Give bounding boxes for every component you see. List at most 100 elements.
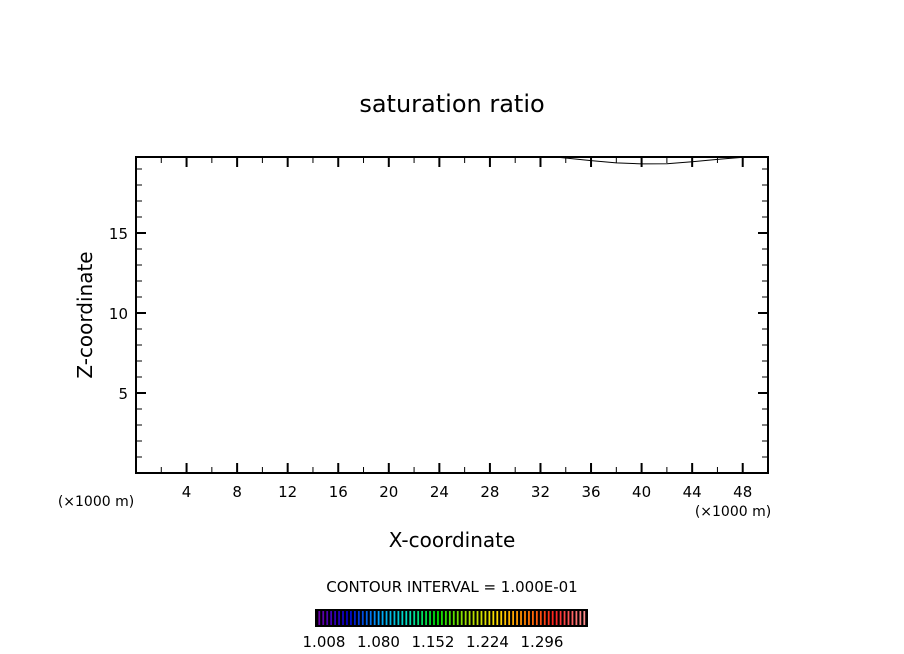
colorbar-swatch bbox=[401, 611, 404, 625]
colorbar-swatch bbox=[385, 611, 388, 625]
colorbar-swatch bbox=[373, 611, 376, 625]
colorbar-swatch bbox=[535, 611, 538, 625]
colorbar-swatch bbox=[369, 611, 372, 625]
colorbar-swatch bbox=[500, 611, 503, 625]
y-tick-label: 5 bbox=[118, 385, 128, 403]
colorbar-swatch bbox=[583, 611, 586, 625]
colorbar-swatch bbox=[318, 611, 321, 625]
x-tick-label: 28 bbox=[480, 483, 499, 501]
colorbar-swatch bbox=[413, 611, 416, 625]
x-tick-label: 16 bbox=[329, 483, 348, 501]
colorbar-swatch bbox=[452, 611, 455, 625]
colorbar-swatch bbox=[421, 611, 424, 625]
colorbar-swatch bbox=[539, 611, 542, 625]
colorbar-swatch bbox=[571, 611, 574, 625]
colorbar-swatch bbox=[496, 611, 499, 625]
colorbar-swatch bbox=[567, 611, 570, 625]
colorbar-swatch bbox=[365, 611, 368, 625]
colorbar-swatch bbox=[480, 611, 483, 625]
colorbar-swatch bbox=[543, 611, 546, 625]
colorbar-swatch bbox=[381, 611, 384, 625]
colorbar-swatch bbox=[353, 611, 356, 625]
colorbar-swatch bbox=[559, 611, 562, 625]
colorbar-swatch bbox=[444, 611, 447, 625]
x-tick-label: 48 bbox=[733, 483, 752, 501]
colorbar-swatch bbox=[547, 611, 550, 625]
x-unit-left: (×1000 m) bbox=[58, 494, 134, 510]
colorbar-swatch bbox=[361, 611, 364, 625]
x-tick-label: 12 bbox=[278, 483, 297, 501]
x-tick-label: 32 bbox=[531, 483, 550, 501]
colorbar-swatch bbox=[532, 611, 534, 625]
colorbar-swatch bbox=[346, 611, 348, 625]
colorbar-swatch bbox=[377, 611, 380, 625]
colorbar-labels: 1.008 1.080 1.152 1.224 1.296 bbox=[303, 633, 564, 651]
colorbar-swatch bbox=[437, 611, 439, 625]
x-tick-label: 4 bbox=[182, 483, 192, 501]
colorbar-label: 1.008 bbox=[303, 633, 346, 651]
colorbar-swatch bbox=[551, 611, 554, 625]
colorbar-label: 1.224 bbox=[466, 633, 509, 651]
colorbar-swatch bbox=[512, 611, 515, 625]
colorbar-swatch bbox=[468, 611, 471, 625]
colorbar-label: 1.296 bbox=[521, 633, 564, 651]
colorbar-swatch bbox=[492, 611, 495, 625]
colorbar-swatch bbox=[460, 611, 463, 625]
x-tick-label: 36 bbox=[581, 483, 600, 501]
contour-line bbox=[555, 156, 747, 165]
colorbar-swatch bbox=[563, 611, 566, 625]
colorbar-swatch bbox=[456, 611, 459, 625]
x-tick-label: 24 bbox=[430, 483, 449, 501]
colorbar-label: 1.080 bbox=[357, 633, 400, 651]
colorbar-swatch bbox=[520, 611, 522, 625]
colorbar-swatch bbox=[448, 611, 451, 625]
x-tick-label: 44 bbox=[683, 483, 702, 501]
colorbar-swatch bbox=[389, 611, 392, 625]
colorbar-swatch bbox=[524, 611, 526, 625]
x-unit-right: (×1000 m) bbox=[695, 504, 771, 520]
colorbar-swatch bbox=[397, 611, 400, 625]
colorbar-swatch bbox=[326, 611, 329, 625]
colorbar-swatch bbox=[575, 611, 578, 625]
contour-lines bbox=[555, 156, 747, 165]
colorbar-swatch bbox=[417, 611, 420, 625]
colorbar-background bbox=[315, 609, 588, 627]
x-axis-label: X-coordinate bbox=[389, 528, 516, 552]
colorbar-swatch bbox=[441, 611, 443, 625]
chart-title: saturation ratio bbox=[359, 90, 544, 118]
colorbar-swatch bbox=[476, 611, 479, 625]
y-axis-label: Z-coordinate bbox=[73, 251, 97, 378]
colorbar-swatch bbox=[579, 611, 582, 625]
colorbar-swatch bbox=[338, 611, 340, 625]
colorbar-swatch bbox=[508, 611, 511, 625]
colorbar-swatch bbox=[409, 611, 412, 625]
colorbar-swatch bbox=[472, 611, 475, 625]
plot-frame bbox=[135, 156, 769, 474]
colorbar-swatch bbox=[350, 611, 352, 625]
y-tick-label: 15 bbox=[109, 225, 128, 243]
colorbar-swatch bbox=[555, 611, 558, 625]
colorbar-swatch bbox=[342, 611, 344, 625]
y-tick-label: 10 bbox=[109, 305, 128, 323]
colorbar-swatch bbox=[425, 611, 427, 625]
colorbar-swatch bbox=[516, 611, 518, 625]
colorbar-swatch bbox=[528, 611, 530, 625]
x-tick-label: 8 bbox=[232, 483, 242, 501]
colorbar-swatch bbox=[433, 611, 435, 625]
colorbar-swatch bbox=[393, 611, 396, 625]
colorbar-swatch bbox=[464, 611, 467, 625]
colorbar-swatch bbox=[484, 611, 487, 625]
x-tick-label: 40 bbox=[632, 483, 651, 501]
contour-interval-label: CONTOUR INTERVAL = 1.000E-01 bbox=[326, 578, 577, 596]
colorbar-swatch bbox=[488, 611, 491, 625]
x-tick-label: 20 bbox=[379, 483, 398, 501]
colorbar-swatch bbox=[405, 611, 408, 625]
colorbar-swatch bbox=[504, 611, 507, 625]
colorbar-swatch bbox=[429, 611, 431, 625]
colorbar-swatch bbox=[330, 611, 333, 625]
colorbar bbox=[315, 609, 588, 627]
colorbar-swatch bbox=[322, 611, 325, 625]
colorbar-label: 1.152 bbox=[412, 633, 455, 651]
